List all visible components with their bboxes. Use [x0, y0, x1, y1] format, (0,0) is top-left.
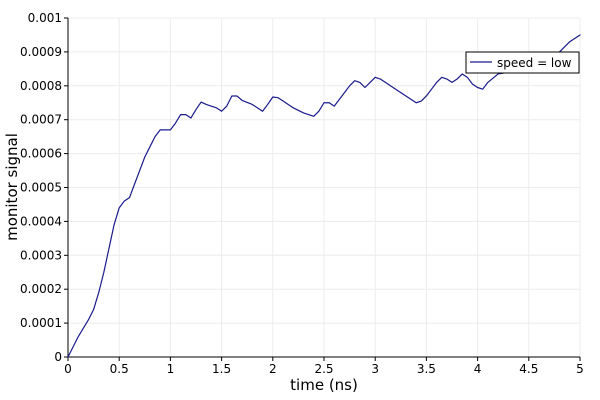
y-axis-title: monitor signal: [3, 133, 21, 241]
series-lines: [67, 34, 581, 358]
x-tick-label: 3: [371, 362, 379, 376]
y-tick-label: 0.0007: [20, 113, 62, 127]
x-tick-label: 3.5: [417, 362, 436, 376]
x-tick-label: 0: [64, 362, 72, 376]
y-tick-label: 0.0003: [20, 248, 62, 262]
legend-box: [465, 51, 580, 74]
x-tick-label: 4.5: [519, 362, 538, 376]
y-tick-label: 0.0004: [20, 214, 62, 228]
y-axis-ticks: 0 0.0001 0.0002 0.0003 0.0004 0.0005 0.0006 0.0…: [20, 11, 68, 364]
y-tick-label: 0.0002: [20, 282, 62, 296]
x-tick-label: 5: [576, 362, 584, 376]
x-tick-label: 0.5: [110, 362, 129, 376]
y-tick-label: 0.0009: [20, 45, 62, 59]
x-tick-label: 2.5: [314, 362, 333, 376]
x-tick-label: 1: [167, 362, 175, 376]
y-tick-label: 0.0001: [20, 316, 62, 330]
y-tick-label: 0.0006: [20, 147, 62, 161]
x-axis-ticks: 0 0.5 1 1.5 2 2.5 3 3.5 4 4.5 5: [64, 357, 584, 376]
x-tick-label: 4: [474, 362, 482, 376]
legend-label-speed-low: speed = low: [497, 56, 572, 70]
legend: speed = low: [465, 51, 580, 74]
y-tick-label: 0: [54, 350, 62, 364]
x-tick-label: 2: [269, 362, 277, 376]
y-tick-label: 0.0008: [20, 79, 62, 93]
x-axis-title: time (ns): [290, 376, 358, 394]
x-tick-label: 1.5: [212, 362, 231, 376]
series-line-0: [67, 34, 581, 358]
y-tick-label: 0.001: [28, 11, 62, 25]
y-tick-label: 0.0005: [20, 181, 62, 195]
